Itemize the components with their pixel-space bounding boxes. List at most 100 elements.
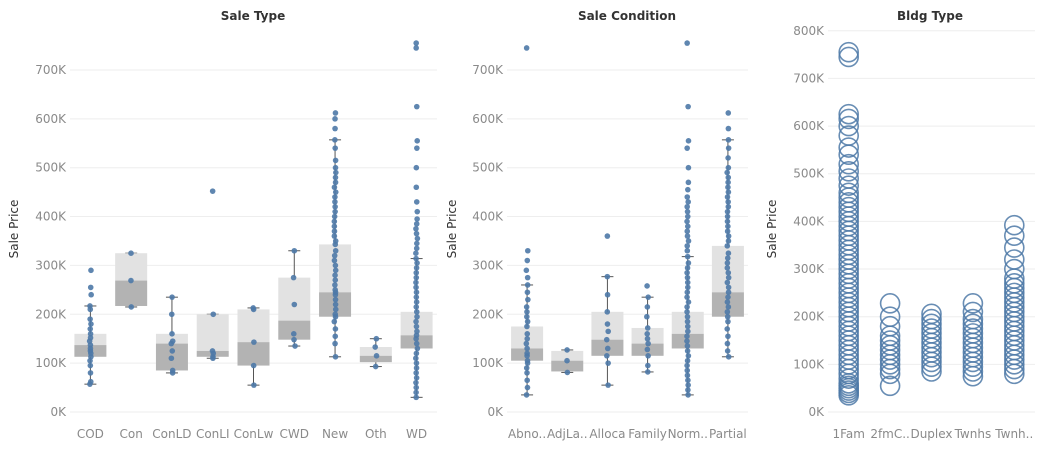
- data-point: [684, 233, 691, 239]
- data-point: [725, 333, 731, 340]
- data-point: [725, 199, 731, 205]
- data-point: [87, 303, 93, 309]
- data-point: [724, 279, 731, 286]
- y-tick-label: 500K: [472, 161, 504, 175]
- data-point: [879, 330, 901, 351]
- data-point: [725, 110, 732, 116]
- data-point: [209, 188, 216, 194]
- data-point: [331, 184, 338, 191]
- data-point: [684, 357, 691, 364]
- data-point: [413, 374, 420, 381]
- data-point: [413, 350, 420, 357]
- x-tick-label: COD: [77, 427, 104, 441]
- y-tick-label: 700K: [793, 71, 825, 85]
- data-point: [724, 213, 731, 220]
- data-point: [331, 228, 338, 235]
- y-tick-label: 500K: [793, 167, 825, 181]
- data-point: [523, 45, 530, 51]
- data-point: [685, 103, 691, 110]
- data-point: [332, 296, 339, 303]
- data-point: [684, 348, 691, 354]
- data-point: [413, 360, 420, 366]
- data-point: [684, 323, 691, 330]
- data-point: [332, 208, 338, 215]
- data-point: [604, 345, 611, 352]
- data-point: [725, 238, 732, 244]
- data-point: [413, 279, 419, 286]
- data-point: [725, 233, 732, 239]
- data-point: [169, 348, 176, 354]
- data-point: [414, 235, 421, 242]
- data-point: [332, 174, 339, 181]
- data-point: [332, 116, 338, 122]
- x-tick-label: WD: [406, 427, 427, 441]
- data-point: [724, 228, 731, 235]
- data-point: [684, 294, 690, 300]
- data-point: [413, 370, 419, 376]
- data-point: [644, 313, 650, 320]
- panel-2-title: Sale Condition: [578, 9, 676, 23]
- data-point: [684, 367, 691, 374]
- data-point: [332, 272, 338, 278]
- box-upper-half: [551, 350, 584, 361]
- data-point: [524, 331, 531, 337]
- data-point: [168, 355, 175, 362]
- data-point: [1003, 214, 1025, 236]
- data-point: [169, 294, 175, 300]
- data-point: [169, 338, 176, 344]
- data-point: [838, 153, 860, 175]
- data-point: [414, 345, 421, 352]
- data-point: [725, 189, 732, 195]
- data-point: [414, 138, 421, 144]
- data-point: [684, 284, 691, 291]
- data-point: [414, 240, 420, 247]
- data-point: [684, 223, 691, 230]
- data-point: [332, 267, 339, 274]
- data-point: [413, 323, 420, 330]
- x-tick-label: Duplex: [910, 427, 952, 441]
- data-point: [685, 299, 692, 305]
- x-tick-label: 1Fam: [832, 427, 864, 441]
- y-tick-label: 700K: [35, 63, 67, 77]
- x-tick-label: CWD: [280, 427, 309, 441]
- y-tick-label: 700K: [472, 63, 504, 77]
- data-point: [644, 283, 650, 289]
- data-point: [525, 296, 531, 303]
- data-point: [725, 284, 732, 291]
- data-point: [332, 287, 338, 293]
- data-point: [645, 362, 651, 369]
- data-point: [838, 137, 860, 158]
- data-point: [332, 282, 338, 288]
- data-point: [331, 213, 338, 220]
- data-point: [684, 269, 690, 276]
- data-point: [725, 304, 732, 310]
- data-point: [684, 194, 691, 200]
- data-point: [725, 155, 731, 161]
- data-point: [1003, 249, 1025, 270]
- data-point: [684, 372, 691, 379]
- data-point: [523, 365, 530, 371]
- data-point: [724, 348, 731, 354]
- data-point: [684, 265, 691, 271]
- data-point: [725, 125, 732, 132]
- data-point: [879, 306, 901, 327]
- data-point: [332, 157, 339, 164]
- data-point: [87, 334, 94, 341]
- data-point: [332, 326, 339, 332]
- data-point: [524, 370, 530, 376]
- x-tick-label: ConLD: [152, 427, 191, 441]
- data-point: [1003, 282, 1025, 304]
- data-point: [685, 164, 692, 171]
- data-point: [684, 333, 690, 340]
- x-tick-label: Norm..: [668, 427, 708, 441]
- box-upper-half: [115, 253, 148, 281]
- data-point: [331, 233, 338, 239]
- data-point: [413, 274, 420, 281]
- data-point: [413, 309, 420, 315]
- y-tick-label: 100K: [793, 357, 825, 371]
- data-point: [725, 145, 732, 151]
- data-point: [523, 267, 530, 274]
- box-lower-half: [237, 342, 270, 366]
- data-point: [331, 218, 338, 225]
